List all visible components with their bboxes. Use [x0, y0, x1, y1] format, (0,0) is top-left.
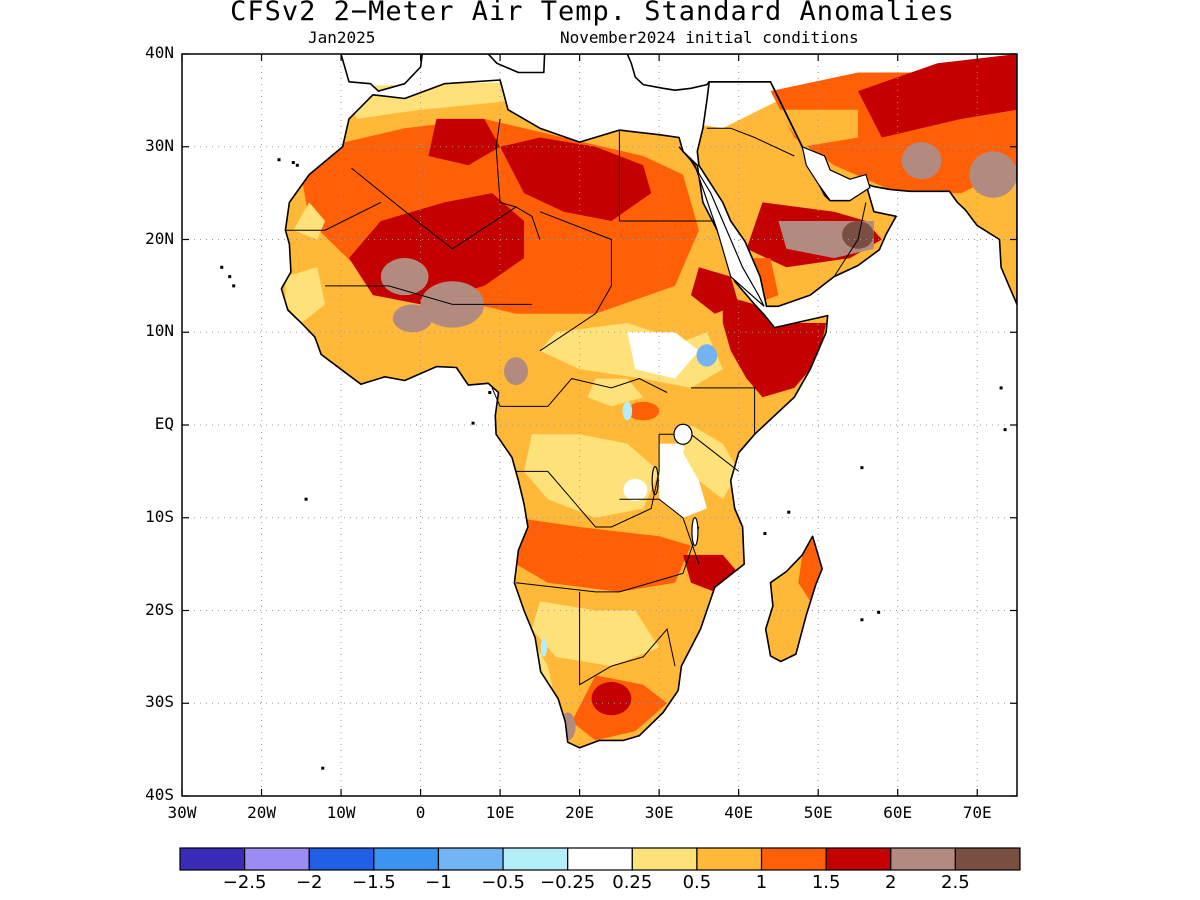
axis-ticks: [181, 53, 1017, 797]
colorbar-swatch: [179, 847, 246, 871]
colorbar-label: 0.25: [612, 872, 653, 893]
colorbar-label: 2.5: [941, 872, 970, 893]
colorbar-label: −0.5: [481, 872, 525, 893]
colorbar: [179, 847, 1021, 871]
latitude-label: 40N: [145, 43, 174, 62]
latitude-label: 40S: [145, 785, 174, 804]
latitude-label: 30N: [145, 135, 174, 155]
colorbar-swatch: [308, 847, 375, 871]
colorbar-label: −0.25: [540, 872, 596, 893]
latitude-label: 20N: [145, 228, 174, 248]
longitude-label: 40E: [724, 803, 754, 822]
valid-month: Jan2025: [308, 28, 376, 47]
latitude-label: 10S: [145, 506, 174, 526]
colorbar-swatch: [954, 847, 1021, 871]
longitude-label: 60E: [883, 803, 913, 822]
colorbar-swatch: [567, 847, 633, 871]
longitude-label: 50E: [803, 803, 833, 822]
longitude-label: 20W: [247, 803, 276, 822]
longitude-label: 20E: [565, 803, 595, 822]
colorbar-label: 1.5: [811, 872, 841, 893]
colorbar-swatch: [373, 847, 440, 871]
colorbar-label: 1: [755, 872, 768, 893]
latitude-label: 20S: [145, 599, 174, 619]
colorbar-swatch: [890, 847, 956, 871]
longitude-label: 30E: [644, 803, 674, 822]
colorbar-label: 2: [885, 872, 897, 893]
latitude-label: 10N: [145, 321, 174, 341]
colorbar-swatch: [696, 847, 763, 871]
colorbar-label: −2: [295, 872, 323, 893]
colorbar-label: −1: [425, 872, 452, 893]
longitude-label: 30W: [167, 803, 197, 822]
longitude-label: 10E: [485, 803, 515, 822]
colorbar-swatch: [631, 847, 698, 871]
latitude-label: EQ: [154, 414, 174, 433]
longitude-label: 10W: [326, 803, 356, 822]
coastlines: [220, 54, 1017, 770]
init-conditions: November2024 initial conditions: [560, 28, 859, 47]
latitude-label: 30S: [145, 692, 174, 712]
colorbar-label: −2.5: [222, 872, 267, 893]
anomaly-field: [281, 54, 1017, 748]
colorbar-label: 0.5: [682, 872, 712, 893]
colorbar-swatch: [437, 847, 504, 871]
longitude-label: 70E: [962, 803, 992, 822]
longitude-label: 0: [415, 803, 426, 822]
chart-title: CFSv2 2−Meter Air Temp. Standard Anomali…: [230, 0, 955, 27]
colorbar-label: −1.5: [351, 872, 396, 893]
colorbar-swatch: [244, 847, 310, 871]
colorbar-swatch: [760, 847, 827, 871]
colorbar-swatch: [502, 847, 569, 871]
colorbar-swatch: [825, 847, 892, 871]
